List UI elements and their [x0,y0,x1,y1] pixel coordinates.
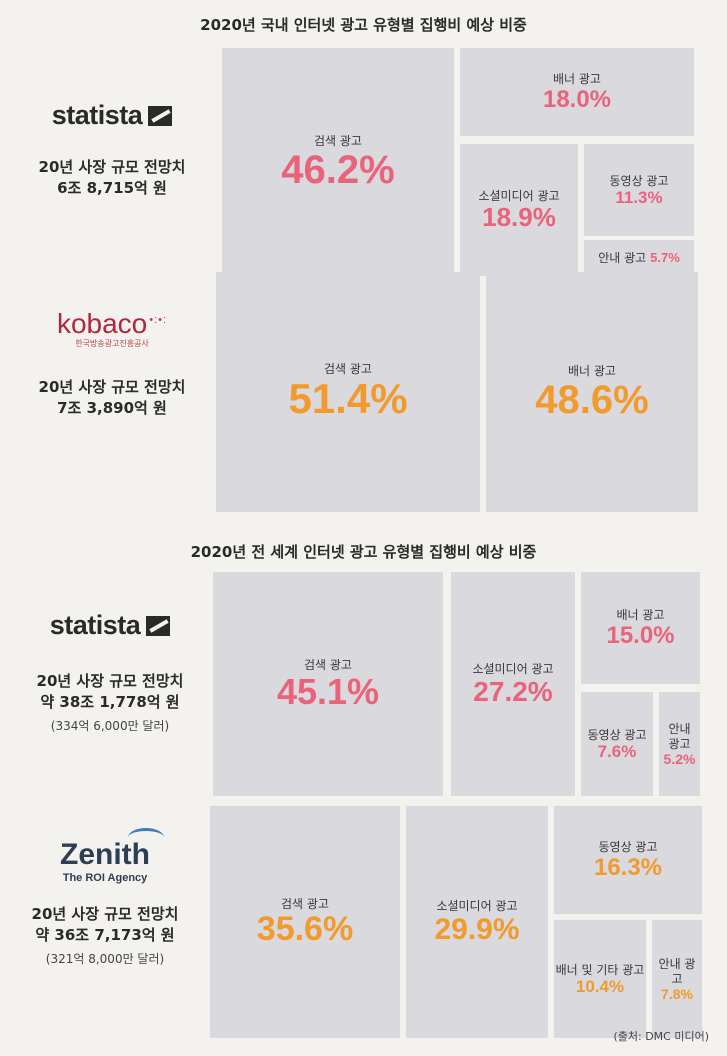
source-note: (출처: DMC 미디어) [613,1030,709,1043]
panel-statista-domestic: statista 20년 사장 규모 전망치 6조 8,715억 원 [12,100,212,199]
treemap-cell: 동영상 광고 7.6% [581,692,653,796]
value-label: 18.0% [542,85,612,113]
category-label: 배너 광고 [568,363,616,378]
domestic-chart-title: 2020년 국내 인터넷 광고 유형별 집행비 예상 비중 [200,16,527,34]
category-label: 안내 광고 [658,956,696,986]
treemap-cell: 배너 및 기타 광고 10.4% [554,920,646,1038]
category-label: 검색 광고 [324,362,372,377]
treemap-cell: 안내 광고 5.2% [659,692,700,796]
category-label: 검색 광고 [314,133,362,148]
value-label: 11.3% [615,187,663,207]
kobaco-subtitle: 한국방송광고진흥공사 [75,339,149,348]
statista-mark-icon [146,615,171,636]
zenith-swoosh-icon [128,828,164,847]
treemap-cell: 안내 광고 5.7% [584,240,694,276]
treemap-cell: 검색 광고 51.4% [216,272,480,512]
value-label: 5.7% [650,250,680,266]
market-size-label: 20년 사장 규모 전망치 [38,158,186,176]
category-label: 소셜미디어 광고 [478,188,560,203]
global-chart-title: 2020년 전 세계 인터넷 광고 유형별 집행비 예상 비중 [190,543,537,561]
treemap-cell: 소셜미디어 광고 27.2% [451,572,575,796]
value-label: 45.1% [276,670,380,712]
kobaco-dots-icon: •:•: [149,314,168,326]
treemap-cell: 검색 광고 35.6% [210,806,400,1038]
category-label: 안내 광고 [668,721,691,751]
treemap-cell: 검색 광고 45.1% [213,572,443,796]
value-label: 46.2% [281,147,395,192]
value-label: 16.3% [593,853,663,881]
panel-zenith-global: Zenith The ROI Agency 20년 사장 규모 전망치 약 36… [5,828,205,967]
treemap-global-zenith: 검색 광고 35.6% 소셜미디어 광고 29.9% 동영상 광고 16.3% 배너 및 기… [210,806,702,1038]
treemap-domestic-kobaco: 검색 광고 51.4% 배너 광고 48.6% [216,272,698,512]
treemap-cell: 배너 광고 48.6% [486,272,698,512]
market-size-label: 20년 사장 규모 전망치 [36,672,184,690]
value-label: 7.6% [597,741,637,761]
value-label: 7.8% [661,985,693,1002]
treemap-cell: 안내 광고 7.8% [652,920,702,1038]
category-label: 검색 광고 [304,657,352,672]
category-label: 배너 광고 [553,71,601,86]
value-label: 10.4% [575,976,625,996]
treemap-cell: 배너 광고 18.0% [460,48,694,136]
value-label: 18.9% [482,201,556,232]
statista-mark-icon [148,105,173,126]
treemap-domestic-statista: 검색 광고 46.2% 배너 광고 18.0% 소셜미디어 광고 18.9% 동영상 광고 1… [222,48,694,310]
treemap-cell: 검색 광고 46.2% [222,48,454,276]
zenith-logo: Zenith [60,828,164,872]
value-label: 15.0% [606,621,675,649]
treemap-cell: 동영상 광고 16.3% [554,806,702,914]
treemap-cell: 동영상 광고 11.3% [584,144,694,236]
value-label: 35.6% [256,909,354,948]
value-label: 48.6% [535,377,649,422]
value-label: 27.2% [473,675,553,707]
market-size-value: 약 38조 1,778억 원 [40,693,180,711]
panel-statista-global: statista 20년 사장 규모 전망치 약 38조 1,778억 원 (3… [10,610,210,734]
category-label: 배너 및 기타 광고 [555,962,645,977]
market-size-label: 20년 사장 규모 전망치 [38,378,186,396]
statista-logo: statista [12,100,212,131]
category-label: 검색 광고 [281,896,329,911]
treemap-cell: 소셜미디어 광고 18.9% [460,144,578,276]
market-size-value: 약 36조 7,173억 원 [35,926,175,944]
category-label: 동영상 광고 [587,727,647,742]
market-size-value: 7조 3,890억 원 [57,399,167,417]
treemap-global-statista: 검색 광고 45.1% 소셜미디어 광고 27.2% 배너 광고 15.0% 동영상 광고 7… [213,572,700,796]
panel-kobaco-domestic: kobaco •:•: 한국방송광고진흥공사 20년 사장 규모 전망치 7조 3… [12,308,212,419]
market-size-usd: (321억 8,000만 달러) [45,952,165,966]
category-label: 배너 광고 [616,607,665,622]
category-label: 소셜미디어 광고 [436,898,518,913]
market-size-usd: (334억 6,000만 달러) [50,719,170,733]
category-label: 동영상 광고 [609,173,669,188]
zenith-subtitle: The ROI Agency [62,872,148,884]
treemap-cell: 소셜미디어 광고 29.9% [406,806,548,1038]
market-size-value: 6조 8,715억 원 [57,179,167,197]
treemap-cell: 배너 광고 15.0% [581,572,700,684]
market-size-label: 20년 사장 규모 전망치 [31,905,179,923]
category-label: 안내 광고 [598,250,647,265]
statista-logo: statista [10,610,210,641]
value-label: 29.9% [434,912,520,946]
category-label: 동영상 광고 [598,839,658,854]
value-label: 5.2% [663,750,696,767]
value-label: 51.4% [288,375,408,423]
category-label: 소셜미디어 광고 [472,661,554,676]
kobaco-logo: kobaco •:•: [56,308,168,339]
